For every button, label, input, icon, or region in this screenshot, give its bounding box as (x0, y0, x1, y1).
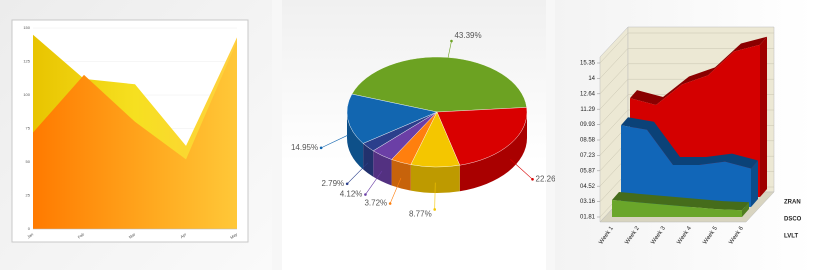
slice (436, 107, 528, 166)
leader-line (510, 159, 533, 180)
leader-line (447, 40, 452, 58)
leader-dot (531, 177, 534, 181)
leader-line (434, 182, 436, 210)
y-tick-label: 07.23 (580, 153, 596, 159)
y-tick-label: 150 (23, 25, 30, 30)
x-tick-label: Jan (26, 232, 34, 240)
leader-line (320, 134, 348, 149)
legend-label: ZRAN (784, 200, 801, 206)
area-side (751, 160, 758, 207)
y-tick-label: 75 (26, 126, 31, 131)
leader-dot (388, 202, 392, 205)
leader-line (365, 170, 383, 195)
area-top (630, 36, 767, 105)
y-tick-label: 11.29 (580, 107, 595, 113)
y-tick-label: 125 (23, 59, 30, 64)
data-label: 8.77% (409, 210, 432, 219)
x-tick-label: Mar (128, 231, 137, 239)
leader-dot (450, 39, 453, 43)
data-label: 14.95% (291, 143, 318, 152)
area (612, 200, 742, 217)
leader-dot (433, 208, 437, 211)
y-tick-label: 50 (26, 159, 31, 164)
leader-dot (364, 193, 367, 196)
grid-line (599, 32, 774, 64)
panel-pie: 43.39% 22.26% 8.77% 3.72%4.12% 2.79% 14.95% (282, 0, 563, 270)
leader-dot (319, 146, 323, 150)
area-side (742, 202, 749, 217)
legend-label: LVLT (784, 234, 798, 240)
data-label: 22.26% (536, 174, 563, 183)
slice (346, 93, 438, 144)
y-tick-label: 12.64 (580, 91, 596, 97)
leader-line (346, 162, 369, 185)
area (621, 125, 751, 207)
slice-side (410, 164, 460, 193)
data-label: 4.12% (340, 190, 363, 199)
area (33, 41, 237, 230)
y-tick-label: 25 (26, 193, 31, 198)
y-tick-label: 14 (588, 76, 595, 82)
y-tick-label: 04.52 (580, 184, 596, 190)
legend-label: DSCO (784, 217, 802, 223)
y-tick-label: 05.87 (580, 168, 596, 174)
data-label: 3.72% (364, 199, 387, 208)
data-label: 2.79% (321, 179, 344, 188)
panel-area: 0 25 50 75 100 125 150 Jan Feb Mar Apr May (0, 0, 272, 270)
x-tick-label: Feb (77, 231, 86, 239)
leader-dot (345, 182, 349, 186)
area-top (621, 117, 758, 169)
slice-side (391, 159, 411, 191)
x-tick-label: May (229, 232, 238, 240)
leader-line (389, 177, 402, 204)
area-side (760, 36, 767, 197)
y-tick-label: 03.16 (580, 199, 596, 205)
x-tick-label: Apr (179, 231, 188, 239)
slice-side (459, 112, 527, 192)
y-tick-label: 09.93 (580, 122, 596, 128)
y-tick-label: 100 (23, 92, 30, 97)
y-tick-label: 01.81 (580, 215, 596, 221)
y-tick-label: 0 (28, 226, 31, 231)
y-tick-label: 15.35 (580, 61, 596, 67)
slice-side (347, 112, 364, 170)
slice-side (363, 143, 374, 177)
y-tick-label: 08.58 (580, 138, 596, 144)
data-label: 43.39% (454, 31, 481, 40)
grid-line (599, 48, 774, 79)
panel-area3d: 01.81 03.16 04.52 05.87 07.23 08.58 09.93 11.29… (555, 0, 814, 270)
area-top (612, 192, 749, 211)
